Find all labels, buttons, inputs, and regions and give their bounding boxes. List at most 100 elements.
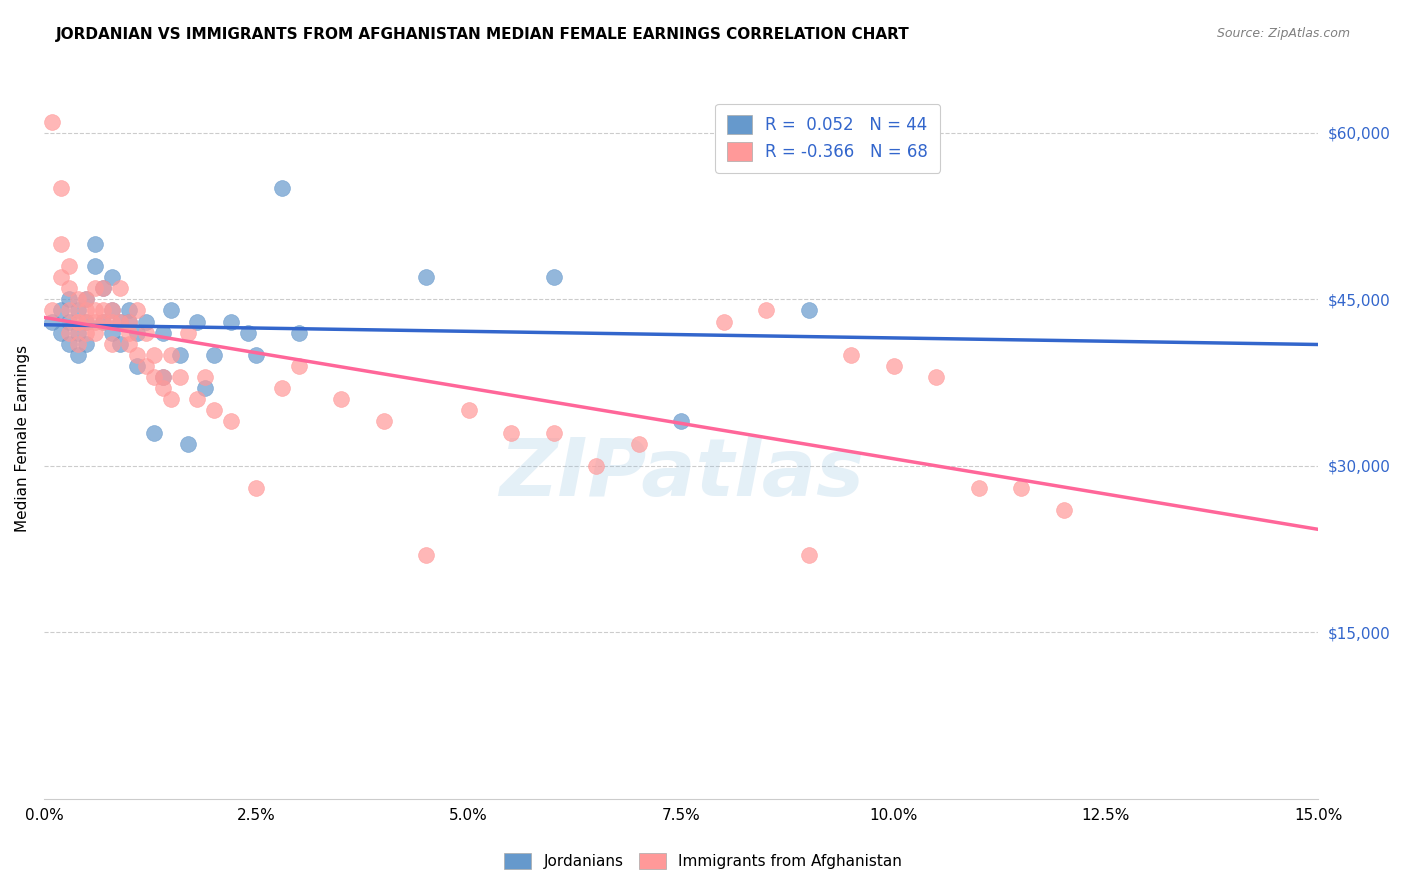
Point (66, 336, 89, 351)
Point (160, 348, 183, 362)
Point (627, 436, 650, 450)
Point (49, 181, 72, 195)
Point (127, 348, 149, 362)
Point (127, 326, 149, 340)
Point (245, 481, 267, 495)
Point (797, 303, 820, 318)
Point (93, 281, 115, 295)
Point (501, 425, 523, 440)
Point (288, 359, 311, 373)
Text: JORDANIAN VS IMMIGRANTS FROM AFGHANISTAN MEDIAN FEMALE EARNINGS CORRELATION CHAR: JORDANIAN VS IMMIGRANTS FROM AFGHANISTAN… (56, 27, 910, 42)
Point (270, 381, 292, 395)
Point (169, 370, 191, 384)
Point (101, 336, 124, 351)
Point (219, 315, 242, 329)
Point (110, 336, 132, 351)
Point (83, 281, 105, 295)
Point (58, 326, 80, 340)
Point (152, 326, 174, 340)
Point (83, 236, 105, 251)
Point (58, 315, 80, 329)
Point (93, 315, 115, 329)
Point (127, 359, 149, 373)
Point (49, 270, 72, 285)
Point (160, 392, 183, 407)
Point (93, 315, 115, 329)
Point (288, 326, 311, 340)
Point (75, 293, 97, 307)
Point (883, 359, 905, 373)
Point (75, 326, 97, 340)
Point (415, 548, 437, 562)
Point (75, 293, 97, 307)
Point (110, 281, 132, 295)
Point (118, 315, 141, 329)
Point (202, 403, 225, 417)
Point (135, 326, 157, 340)
Point (967, 481, 990, 495)
Point (219, 414, 242, 428)
Point (101, 270, 124, 285)
Point (58, 303, 80, 318)
Point (152, 370, 174, 384)
Point (143, 425, 166, 440)
Point (236, 326, 259, 340)
Point (66, 315, 89, 329)
Point (118, 336, 141, 351)
Point (101, 326, 124, 340)
Point (75, 315, 97, 329)
Point (58, 281, 80, 295)
Point (373, 414, 395, 428)
Text: ZIPatlas: ZIPatlas (499, 435, 863, 513)
Point (110, 315, 132, 329)
Point (202, 348, 225, 362)
Point (143, 370, 166, 384)
Point (160, 303, 183, 318)
Point (66, 315, 89, 329)
Point (186, 315, 208, 329)
Point (127, 303, 149, 318)
Point (839, 348, 862, 362)
Point (75, 336, 97, 351)
Point (152, 381, 174, 395)
Point (66, 348, 89, 362)
Point (135, 359, 157, 373)
Point (415, 270, 437, 285)
Point (457, 403, 479, 417)
Point (49, 236, 72, 251)
Point (75, 315, 97, 329)
Point (49, 326, 72, 340)
Point (270, 181, 292, 195)
Point (41, 115, 63, 129)
Point (58, 259, 80, 273)
Point (93, 281, 115, 295)
Point (83, 303, 105, 318)
Point (49, 303, 72, 318)
Legend: Jordanians, Immigrants from Afghanistan: Jordanians, Immigrants from Afghanistan (498, 847, 908, 875)
Point (58, 293, 80, 307)
Point (66, 303, 89, 318)
Point (713, 315, 735, 329)
Point (585, 458, 607, 473)
Point (66, 326, 89, 340)
Point (925, 370, 948, 384)
Point (83, 259, 105, 273)
Point (755, 303, 778, 318)
Point (152, 370, 174, 384)
Point (194, 370, 217, 384)
Point (669, 414, 692, 428)
Point (66, 293, 89, 307)
Y-axis label: Median Female Earnings: Median Female Earnings (15, 344, 30, 532)
Point (83, 315, 105, 329)
Point (93, 303, 115, 318)
Point (110, 315, 132, 329)
Point (543, 270, 565, 285)
Point (177, 326, 200, 340)
Point (169, 348, 191, 362)
Point (186, 392, 208, 407)
Point (797, 548, 820, 562)
Point (1010, 481, 1032, 495)
Point (194, 381, 217, 395)
Point (135, 315, 157, 329)
Point (543, 425, 565, 440)
